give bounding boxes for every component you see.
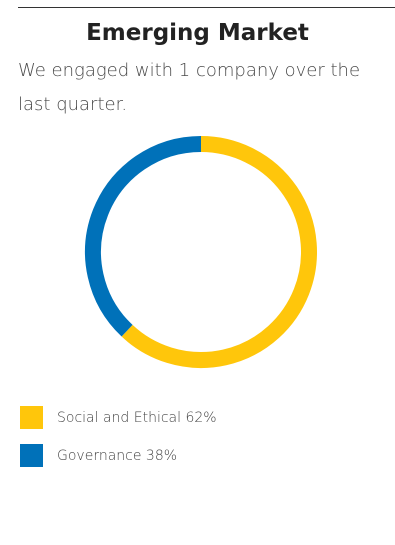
engagement-description: We engaged with 1 company over the last …: [18, 60, 361, 115]
donut-slice-governance: [85, 136, 202, 337]
chart-legend: Social and Ethical 62% Governance 38%: [20, 405, 217, 481]
donut-slice-social-and-ethical: [121, 136, 317, 368]
legend-item-governance: Governance 38%: [20, 443, 217, 468]
legend-label-social-ethical: Social and Ethical 62%: [57, 409, 217, 426]
legend-item-social-ethical: Social and Ethical 62%: [20, 405, 217, 430]
legend-swatch-governance: [20, 444, 43, 467]
top-divider: [18, 7, 395, 8]
legend-label-governance: Governance 38%: [57, 447, 178, 464]
legend-swatch-social-ethical: [20, 406, 43, 429]
page-title: Emerging Market: [86, 20, 309, 46]
